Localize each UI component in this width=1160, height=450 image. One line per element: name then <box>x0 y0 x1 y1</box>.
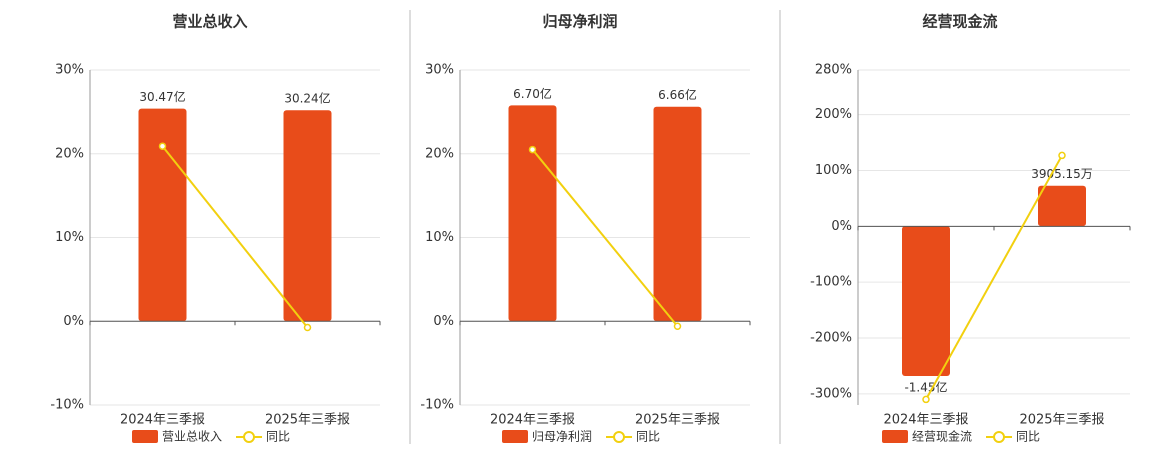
value-label: 30.47亿 <box>139 89 185 104</box>
y-tick-label: 0% <box>63 314 84 329</box>
yoy-point <box>1058 151 1066 160</box>
y-tick-label: 280% <box>815 63 852 78</box>
legend-swatch <box>502 430 528 443</box>
legend-swatch <box>243 431 256 443</box>
x-tick-label: 2025年三季报 <box>635 413 720 428</box>
x-tick-label: 2025年三季报 <box>1019 413 1104 428</box>
legend-swatch <box>993 431 1006 443</box>
y-tick-label: 0% <box>831 219 852 234</box>
y-tick-label: 20% <box>425 146 454 161</box>
y-tick-label: 30% <box>55 63 84 78</box>
chart-title: 营业总收入 <box>172 13 247 31</box>
legend-swatch <box>132 430 158 443</box>
value-label: 6.70亿 <box>513 86 552 101</box>
bar <box>508 105 557 322</box>
value-label: 3905.15万 <box>1031 167 1093 181</box>
y-tick-label: -100% <box>810 275 852 290</box>
bar <box>1038 185 1086 227</box>
yoy-point <box>158 142 167 150</box>
bar <box>902 226 950 377</box>
value-label: -1.45亿 <box>904 380 947 395</box>
legend-label: 经营现金流 <box>912 429 972 444</box>
y-tick-label: 30% <box>425 63 454 78</box>
legend-swatch <box>882 430 908 443</box>
legend-label: 营业总收入 <box>162 430 222 444</box>
y-tick-label: 200% <box>815 107 852 122</box>
y-tick-label: 10% <box>425 230 454 245</box>
y-tick-label: 0% <box>433 314 454 329</box>
legend-swatch <box>613 431 626 443</box>
legend-label: 同比 <box>266 430 290 444</box>
value-label: 6.66亿 <box>658 87 697 102</box>
yoy-line <box>161 145 309 329</box>
y-tick-label: 10% <box>55 230 84 245</box>
x-tick-label: 2025年三季报 <box>265 413 350 428</box>
value-label: 30.24亿 <box>284 91 330 106</box>
yoy-point <box>303 323 312 332</box>
legend-label: 归母净利润 <box>532 430 592 444</box>
legend-label: 同比 <box>636 430 660 444</box>
y-tick-label: -200% <box>810 331 852 346</box>
bar <box>283 110 332 322</box>
legend-label: 同比 <box>1016 430 1040 444</box>
y-tick-label: -300% <box>810 386 852 401</box>
x-tick-label: 2024年三季报 <box>490 413 575 428</box>
y-tick-label: -10% <box>420 398 454 413</box>
yoy-line <box>925 154 1063 400</box>
x-tick-label: 2024年三季报 <box>883 413 968 428</box>
chart-title: 归母净利润 <box>542 13 617 31</box>
y-tick-label: -10% <box>50 398 84 413</box>
x-tick-label: 2024年三季报 <box>120 413 205 428</box>
bar <box>138 108 187 322</box>
chart-title: 经营现金流 <box>922 13 997 31</box>
yoy-point <box>673 322 682 331</box>
yoy-point <box>528 145 537 154</box>
yoy-line <box>531 148 679 327</box>
y-tick-label: 100% <box>815 163 852 178</box>
yoy-point <box>922 395 930 404</box>
bar <box>653 106 702 322</box>
y-tick-label: 20% <box>55 146 84 161</box>
